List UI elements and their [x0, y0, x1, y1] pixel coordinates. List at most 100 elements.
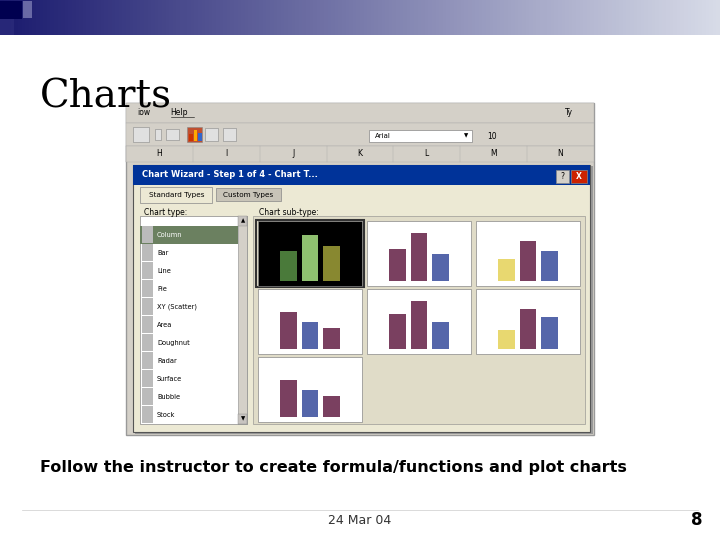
Bar [194, 0, 199, 35]
Bar [137, 0, 141, 35]
Bar [558, 0, 562, 35]
Bar [411, 301, 427, 349]
Bar [151, 0, 156, 35]
Bar [630, 0, 634, 35]
Bar [411, 233, 427, 281]
Bar [479, 0, 483, 35]
Bar [205, 0, 210, 35]
Bar [367, 0, 372, 35]
Text: ▲: ▲ [240, 218, 245, 224]
Text: Chart type:: Chart type: [144, 208, 187, 217]
Bar [323, 246, 340, 281]
Bar [169, 0, 174, 35]
Bar [94, 0, 98, 35]
Bar [418, 0, 422, 35]
Bar [446, 0, 451, 35]
Bar [634, 0, 638, 35]
Bar [353, 0, 357, 35]
Bar [126, 0, 130, 35]
Bar [142, 334, 153, 351]
Bar [498, 330, 515, 349]
Bar [302, 322, 318, 349]
Text: I: I [225, 150, 228, 158]
Bar [155, 0, 159, 35]
Bar [571, 170, 587, 183]
Bar [421, 0, 426, 35]
Bar [342, 0, 346, 35]
Bar [691, 0, 696, 35]
Bar [54, 0, 58, 35]
Bar [258, 357, 362, 422]
Bar [4, 0, 8, 35]
Bar [540, 0, 544, 35]
Bar [205, 128, 218, 141]
Bar [454, 0, 458, 35]
Bar [432, 0, 436, 35]
Bar [253, 216, 585, 424]
Bar [313, 0, 318, 35]
Bar [277, 0, 282, 35]
Bar [626, 0, 631, 35]
Bar [266, 0, 271, 35]
Bar [529, 0, 534, 35]
Bar [29, 0, 33, 35]
Bar [216, 188, 281, 201]
Bar [346, 0, 350, 35]
Bar [425, 0, 429, 35]
Bar [258, 289, 362, 354]
Bar [142, 353, 153, 369]
Bar [335, 0, 339, 35]
Text: J: J [292, 150, 294, 158]
Bar [616, 0, 620, 35]
Bar [390, 314, 406, 349]
Bar [320, 0, 325, 35]
Bar [104, 0, 109, 35]
Bar [400, 0, 404, 35]
Bar [306, 0, 310, 35]
Bar [565, 0, 570, 35]
Bar [133, 165, 590, 432]
Bar [688, 0, 692, 35]
Text: N: N [558, 150, 564, 158]
Bar [612, 0, 616, 35]
Bar [223, 0, 228, 35]
Bar [58, 0, 62, 35]
Bar [32, 0, 37, 35]
Bar [461, 0, 465, 35]
Bar [108, 0, 112, 35]
Bar [637, 0, 642, 35]
Text: 10: 10 [487, 132, 496, 140]
Bar [68, 0, 73, 35]
Bar [209, 0, 213, 35]
Bar [432, 322, 449, 349]
Bar [65, 0, 69, 35]
Bar [673, 0, 678, 35]
Bar [385, 0, 390, 35]
Bar [520, 241, 536, 281]
Bar [112, 0, 116, 35]
Bar [133, 0, 138, 35]
Bar [14, 0, 19, 35]
Bar [536, 0, 541, 35]
Text: X: X [576, 172, 582, 180]
Bar [562, 0, 566, 35]
Bar [133, 165, 590, 185]
Bar [680, 0, 685, 35]
Bar [166, 0, 170, 35]
Text: Charts: Charts [40, 78, 171, 116]
Bar [299, 0, 303, 35]
Bar [428, 0, 433, 35]
Bar [515, 0, 519, 35]
Bar [252, 0, 256, 35]
Bar [526, 0, 530, 35]
Text: M: M [490, 150, 497, 158]
Bar [475, 0, 480, 35]
Bar [443, 0, 447, 35]
Bar [256, 220, 364, 287]
Bar [698, 0, 703, 35]
Bar [148, 0, 152, 35]
Text: iow: iow [137, 109, 150, 117]
Bar [119, 0, 123, 35]
Bar [598, 0, 602, 35]
Bar [76, 0, 80, 35]
